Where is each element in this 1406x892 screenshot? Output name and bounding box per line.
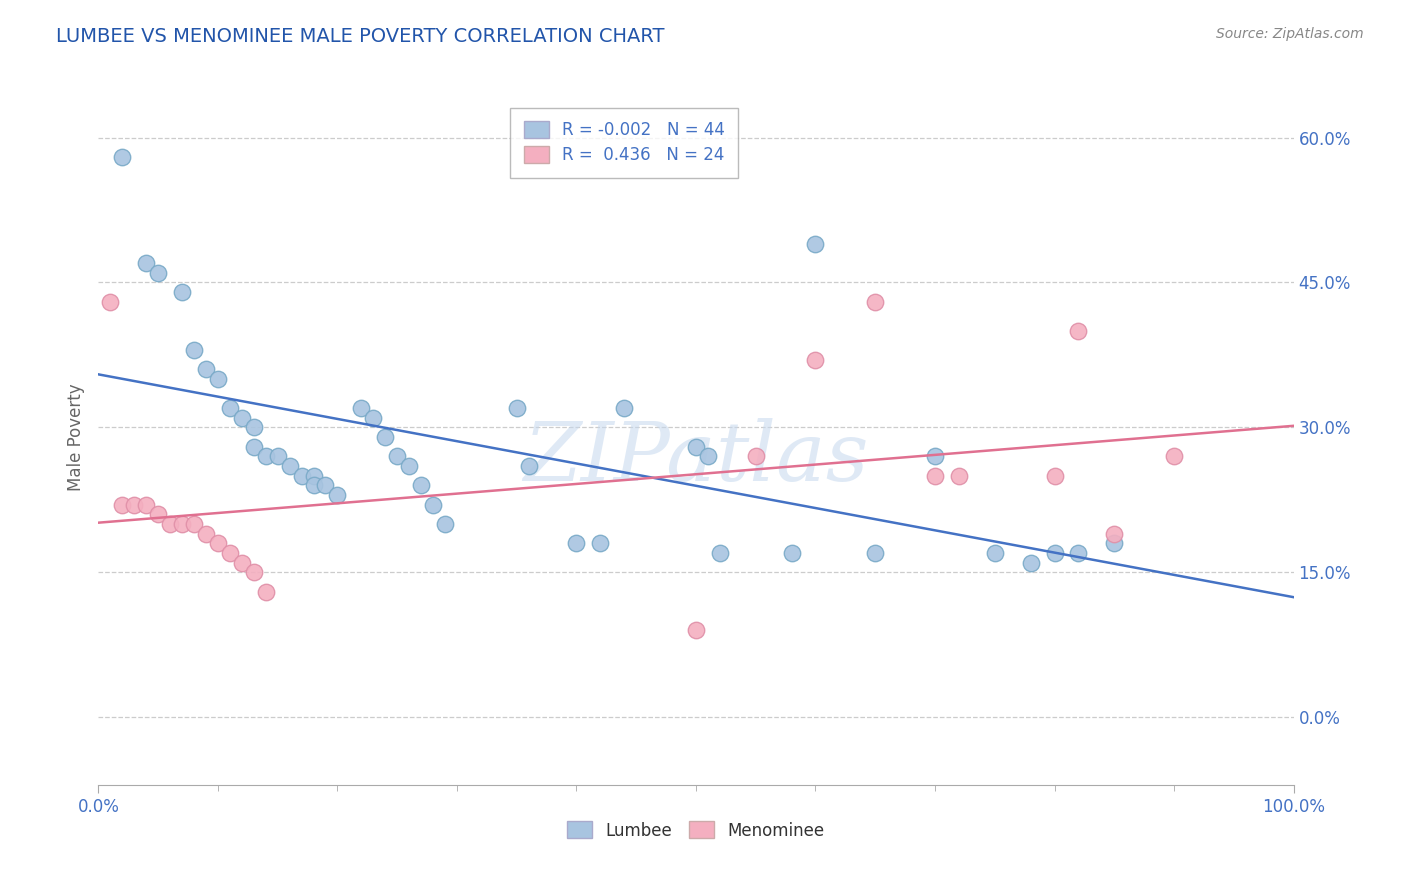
Point: [291, 468, 314, 483]
Point: [172, 516, 194, 531]
Point: [148, 508, 170, 522]
Point: [780, 546, 803, 560]
Point: [231, 410, 253, 425]
Text: Source: ZipAtlas.com: Source: ZipAtlas.com: [1216, 27, 1364, 41]
Legend: Lumbee, Menominee: Lumbee, Menominee: [561, 814, 831, 847]
Point: [111, 150, 134, 164]
Point: [183, 343, 205, 357]
Point: [350, 401, 373, 415]
Point: [804, 236, 827, 251]
Text: LUMBEE VS MENOMINEE MALE POVERTY CORRELATION CHART: LUMBEE VS MENOMINEE MALE POVERTY CORRELA…: [56, 27, 665, 45]
Point: [219, 546, 242, 560]
Point: [231, 556, 253, 570]
Point: [207, 536, 229, 550]
Point: [159, 516, 181, 531]
Point: [326, 488, 349, 502]
Point: [315, 478, 337, 492]
Point: [1019, 556, 1042, 570]
Point: [804, 352, 827, 367]
Point: [924, 450, 946, 464]
Point: [278, 458, 301, 473]
Point: [865, 294, 887, 309]
Point: [924, 468, 946, 483]
Point: [111, 498, 134, 512]
Point: [709, 546, 731, 560]
Point: [219, 401, 242, 415]
Point: [697, 450, 720, 464]
Point: [135, 256, 157, 270]
Point: [1163, 450, 1185, 464]
Point: [135, 498, 157, 512]
Point: [745, 450, 768, 464]
Point: [267, 450, 290, 464]
Y-axis label: Male Poverty: Male Poverty: [66, 384, 84, 491]
Point: [374, 430, 396, 444]
Point: [124, 498, 146, 512]
Point: [195, 362, 218, 376]
Point: [565, 536, 588, 550]
Point: [517, 458, 540, 473]
Point: [434, 516, 457, 531]
Point: [685, 624, 707, 638]
Point: [589, 536, 612, 550]
Text: ZIPatlas: ZIPatlas: [523, 418, 869, 498]
Point: [1067, 324, 1090, 338]
Point: [865, 546, 887, 560]
Point: [207, 372, 229, 386]
Point: [398, 458, 420, 473]
Point: [411, 478, 433, 492]
Point: [148, 266, 170, 280]
Point: [1067, 546, 1090, 560]
Point: [1043, 468, 1066, 483]
Point: [422, 498, 444, 512]
Point: [302, 468, 325, 483]
Point: [254, 450, 277, 464]
Point: [685, 440, 707, 454]
Point: [195, 526, 218, 541]
Point: [172, 285, 194, 299]
Point: [183, 516, 205, 531]
Point: [506, 401, 529, 415]
Point: [948, 468, 970, 483]
Point: [254, 584, 277, 599]
Point: [984, 546, 1007, 560]
Point: [1104, 536, 1126, 550]
Point: [613, 401, 636, 415]
Point: [363, 410, 385, 425]
Point: [243, 566, 266, 580]
Point: [243, 420, 266, 434]
Point: [385, 450, 409, 464]
Point: [1043, 546, 1066, 560]
Point: [302, 478, 325, 492]
Point: [243, 440, 266, 454]
Point: [1104, 526, 1126, 541]
Point: [98, 294, 122, 309]
